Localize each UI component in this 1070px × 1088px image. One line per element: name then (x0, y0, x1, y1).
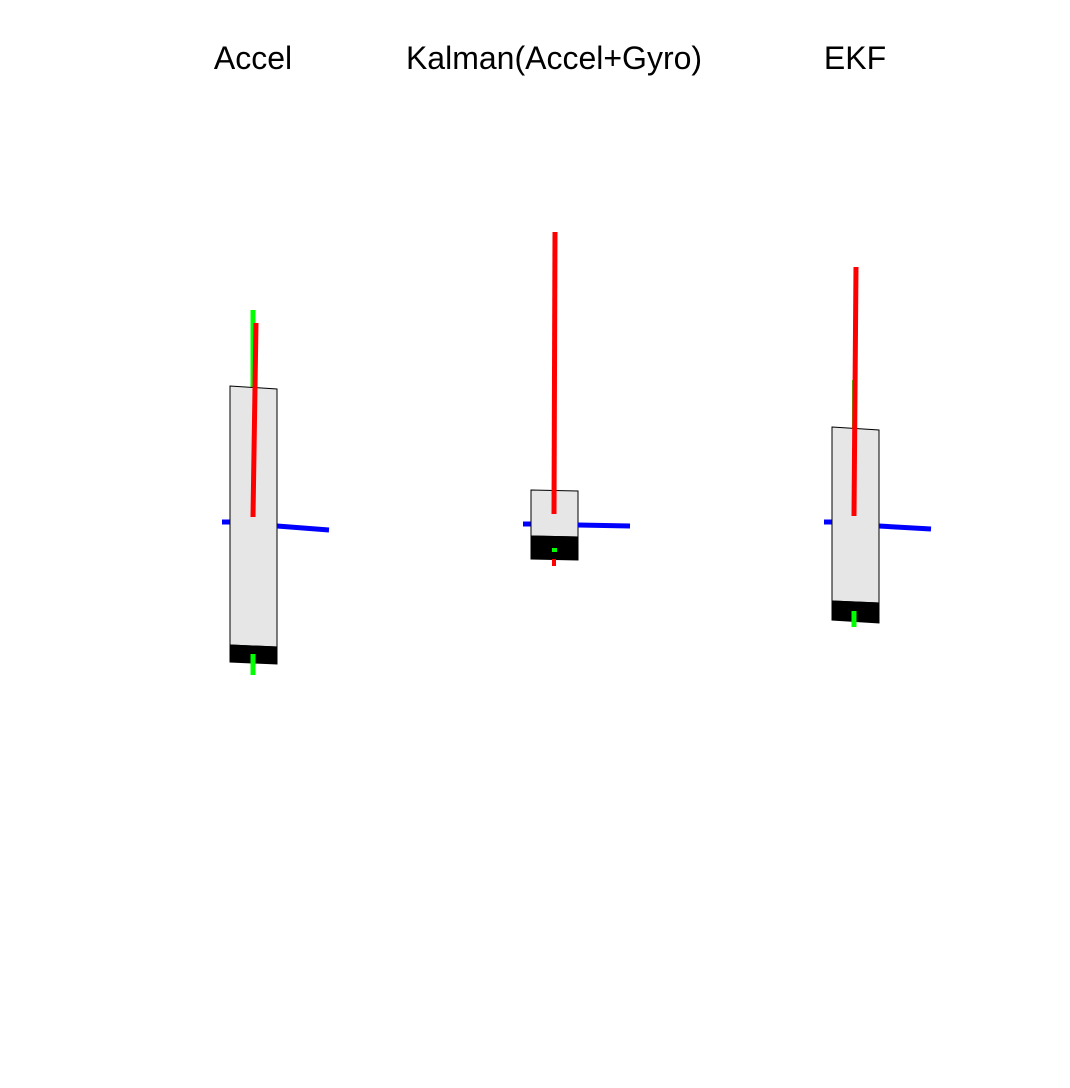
panel-title-accel: Accel (213, 40, 293, 76)
kalman-x-axis (551, 231, 558, 515)
orientation-view-ekf (824, 266, 932, 627)
ekf-x-axis (851, 266, 859, 517)
accel-z-axis (276, 523, 330, 533)
panel-title-ekf: EKF (823, 40, 887, 76)
ekf-z-axis (878, 523, 932, 532)
orientation-view-kalman (523, 231, 631, 566)
accel-x-axis (250, 322, 259, 518)
panel-title-kalman: Kalman(Accel+Gyro) (405, 40, 703, 76)
orientation-view-accel (222, 310, 330, 675)
kalman-z-axis (577, 522, 631, 529)
